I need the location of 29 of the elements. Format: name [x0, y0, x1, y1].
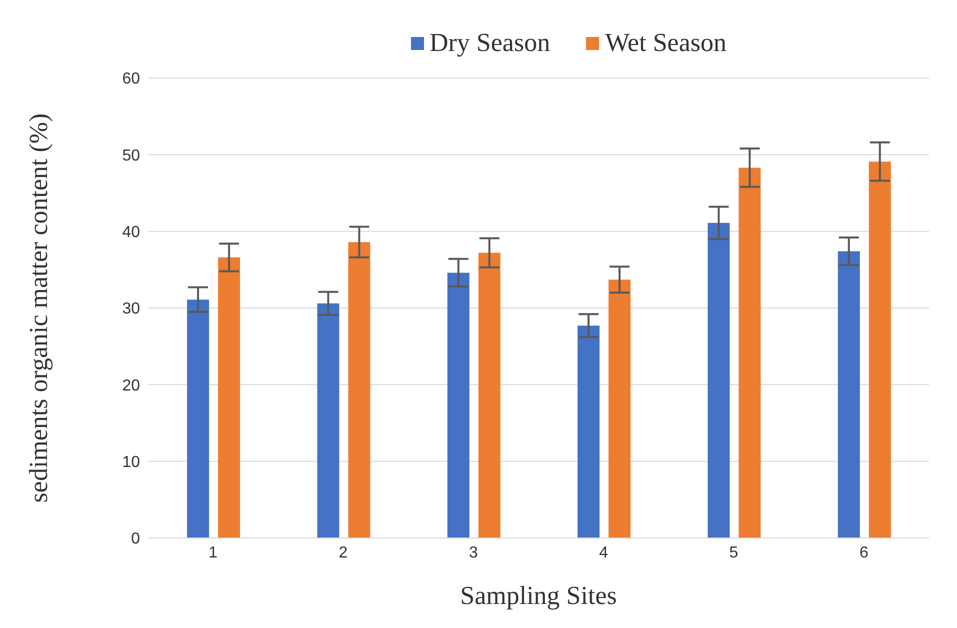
x-tick-label: 6 [859, 544, 868, 562]
legend-label: Dry Season [428, 28, 550, 58]
x-tick-label: 2 [338, 544, 348, 562]
bar [738, 168, 761, 538]
bar [447, 272, 470, 538]
y-axis-title: sediments organic matter content (%) [24, 113, 54, 503]
bar [478, 252, 500, 538]
bar [187, 300, 210, 538]
y-tick-label: 50 [122, 147, 140, 164]
y-tick-label: 60 [122, 70, 140, 88]
y-tick-label: 20 [122, 377, 140, 394]
x-tick-label: 5 [729, 544, 738, 562]
y-tick-label: 40 [122, 224, 140, 242]
legend-label: Wet Season [604, 28, 726, 58]
x-axis-title: Sampling Sites [460, 581, 617, 610]
y-tick-label: 0 [131, 530, 140, 548]
bar [838, 251, 860, 538]
x-tick-label: 1 [208, 544, 218, 562]
bar [608, 280, 631, 538]
bar [868, 162, 891, 538]
bar [317, 303, 340, 538]
bar [348, 242, 370, 538]
bar [708, 222, 730, 538]
y-tick-label: 10 [122, 454, 140, 472]
bar [578, 326, 600, 538]
y-tick-label: 30 [122, 300, 140, 318]
x-tick-label: 4 [599, 544, 608, 562]
bar [218, 257, 240, 538]
x-tick-label: 3 [468, 544, 478, 562]
